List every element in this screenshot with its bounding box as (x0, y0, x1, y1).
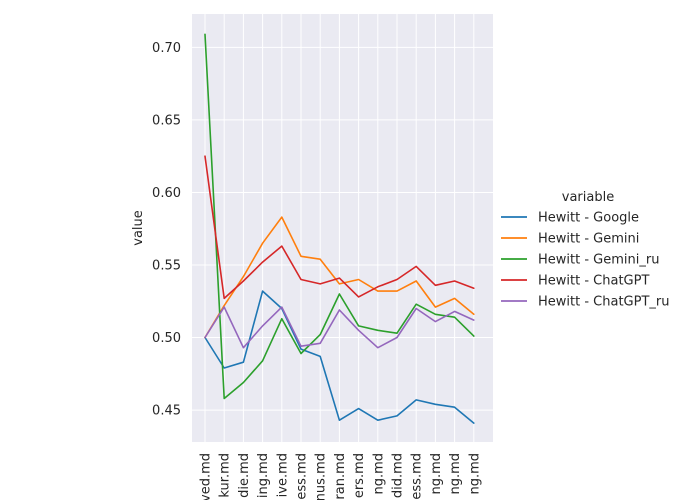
y-tick-label: 0.45 (152, 404, 181, 419)
x-tick-label: ers.md (352, 453, 367, 498)
legend-label: Hewitt - ChatGPT_ru (538, 295, 670, 310)
x-tick-label: did.md (391, 453, 406, 498)
series-lines (204, 33, 475, 424)
series-line (204, 33, 475, 400)
legend-title: variable (562, 190, 614, 205)
y-tick-label: 0.50 (152, 331, 181, 346)
y-tick-label: 0.60 (152, 186, 181, 201)
x-tick-label: ess.md (410, 453, 425, 500)
x-tick-label: ved.md (199, 453, 214, 500)
y-tick-labels: 0.45 0.50 0.55 0.60 0.65 0.70 (152, 41, 181, 419)
y-tick-label: 0.70 (152, 41, 181, 56)
x-tick-label: ran.md (333, 453, 348, 500)
x-tick-label: nus.md (314, 453, 329, 500)
x-tick-labels: ved.md kur.md die.md ing.md ive.md ess.md nus.… (199, 453, 483, 500)
legend-label: Hewitt - ChatGPT (538, 274, 649, 289)
gridlines (192, 14, 493, 442)
series-line (204, 216, 475, 339)
x-tick-label: ng.md (429, 453, 444, 495)
x-tick-label: ng.md (371, 453, 386, 495)
legend-label: Hewitt - Google (538, 211, 639, 226)
x-tick-label: ng.md (467, 453, 482, 495)
x-tick-label: die.md (237, 453, 252, 498)
legend-label: Hewitt - Gemini (538, 232, 639, 247)
y-tick-label: 0.65 (152, 113, 181, 128)
legend-label: Hewitt - Gemini_ru (538, 253, 659, 268)
x-tick-label: ng.md (448, 453, 463, 495)
x-tick-label: ive.md (275, 453, 290, 497)
legend-items: Hewitt - Google Hewitt - Gemini Hewitt - G… (501, 211, 670, 310)
x-tick-label: ing.md (256, 453, 271, 498)
plot-background (192, 14, 493, 442)
series-line (204, 290, 475, 424)
x-tick-label: kur.md (218, 453, 233, 498)
series-line (204, 155, 475, 300)
y-tick-label: 0.55 (152, 258, 181, 273)
series-line (204, 306, 475, 349)
x-tick-label: ess.md (295, 453, 310, 500)
y-axis-label: value (131, 210, 146, 246)
